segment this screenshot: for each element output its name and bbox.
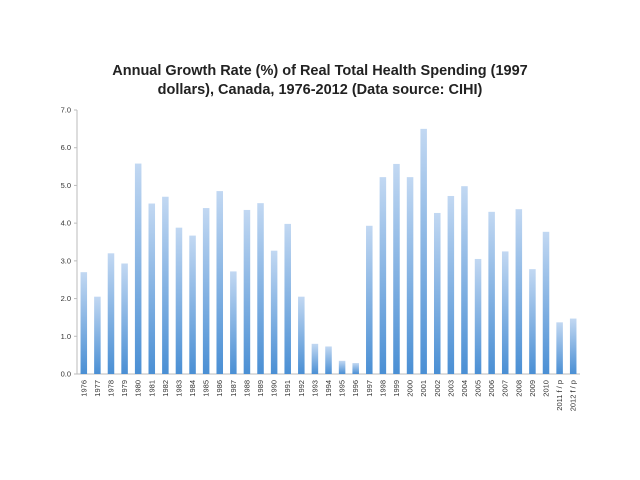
- bar-1994: [325, 346, 332, 374]
- x-tick-label: 1978: [106, 380, 115, 397]
- y-tick-label: 3.0: [61, 256, 71, 265]
- bar-1995: [338, 360, 346, 374]
- bar-1986: [216, 191, 224, 374]
- x-tick-label: 1983: [174, 380, 183, 397]
- bar-1985: [202, 208, 210, 374]
- bar-1977: [94, 296, 101, 374]
- x-tick-label: 1991: [283, 380, 292, 397]
- x-tick-label: 2004: [460, 380, 469, 397]
- x-tick-label: 2003: [446, 380, 455, 397]
- y-tick-label: 5.0: [61, 181, 71, 190]
- x-tick-label: 1977: [93, 380, 102, 397]
- x-tick-label: 1981: [147, 380, 156, 397]
- bar-2009: [529, 269, 536, 374]
- bar-2006: [488, 211, 495, 374]
- y-tick-label: 4.0: [61, 219, 71, 228]
- x-tick-label: 2001: [419, 380, 428, 397]
- bar-1983: [175, 227, 183, 374]
- y-tick-label: 6.0: [61, 143, 71, 152]
- x-tick-label: 1987: [229, 380, 238, 397]
- x-tick-label: 1984: [188, 380, 197, 397]
- x-tick-label: 2011 f / p: [555, 380, 564, 411]
- x-tick-label: 1985: [202, 380, 211, 397]
- bar-2005: [474, 258, 482, 374]
- chart-title-line-1: Annual Growth Rate (%) of Real Total Hea…: [112, 63, 528, 79]
- x-tick-label: 2009: [528, 380, 537, 397]
- bar-1978: [107, 253, 115, 374]
- bar-2010: [542, 231, 550, 374]
- bar-2008: [515, 209, 523, 374]
- x-tick-label: 2000: [406, 380, 415, 397]
- x-tick-label: 1976: [79, 380, 88, 397]
- x-tick-label: 1998: [378, 380, 387, 397]
- bar-1991: [284, 223, 291, 374]
- y-axis-ticks: 0.0 1.0 2.0 3.0 4.0 5.0 6.0 7.0: [61, 106, 77, 379]
- x-tick-label: 1979: [120, 380, 129, 397]
- bar-2011-f-p: [556, 322, 563, 374]
- x-tick-label: 1993: [310, 380, 319, 397]
- bar-1988: [243, 209, 251, 374]
- bar-2004: [461, 186, 468, 374]
- bar-1981: [148, 203, 156, 374]
- bar-1989: [257, 203, 264, 374]
- bar-1980: [134, 163, 142, 374]
- x-tick-label: 2012 f / p: [569, 380, 578, 411]
- bar-1987: [230, 271, 237, 374]
- chart-title-line-2: dollars), Canada, 1976-2012 (Data source…: [157, 82, 483, 98]
- bar-1992: [298, 296, 305, 374]
- chart-title: Annual Growth Rate (%) of Real Total Hea…: [60, 62, 580, 100]
- x-tick-label: 2005: [474, 380, 483, 397]
- bar-2002: [433, 212, 441, 374]
- bar-1982: [162, 196, 169, 374]
- x-tick-label: 1980: [134, 380, 143, 397]
- x-tick-label: 2006: [487, 380, 496, 397]
- x-tick-label: 1999: [392, 380, 401, 397]
- y-tick-label: 7.0: [61, 106, 71, 115]
- bar-1998: [379, 177, 387, 374]
- x-axis-ticks: 1976 1977 1978 1979 1980 1981 1982 1983 1984 1985…: [79, 380, 577, 411]
- x-tick-label: 1994: [324, 380, 333, 397]
- bars: [80, 128, 577, 374]
- x-tick-label: 1989: [256, 380, 265, 397]
- x-tick-label: 1992: [297, 380, 306, 397]
- bar-2003: [447, 195, 455, 374]
- x-tick-label: 2008: [514, 380, 523, 397]
- bar-1996: [352, 363, 359, 374]
- x-tick-label: 1988: [242, 380, 251, 397]
- bar-1990: [270, 250, 278, 374]
- bar-2007: [501, 251, 509, 374]
- bar-1979: [121, 263, 128, 374]
- bar-1993: [311, 343, 319, 374]
- bar-2000: [406, 177, 414, 374]
- x-tick-label: 2002: [433, 380, 442, 397]
- y-tick-label: 1.0: [61, 332, 71, 341]
- y-tick-label: 2.0: [61, 294, 71, 303]
- bar-2001: [420, 128, 427, 374]
- x-tick-label: 1996: [351, 380, 360, 397]
- bar-1984: [189, 235, 196, 374]
- bar-1999: [393, 163, 400, 374]
- y-tick-label: 0.0: [61, 370, 71, 379]
- x-tick-label: 1990: [270, 380, 279, 397]
- bar-1976: [80, 272, 88, 374]
- x-tick-label: 2010: [542, 380, 551, 397]
- x-tick-label: 1997: [365, 380, 374, 397]
- x-tick-label: 2007: [501, 380, 510, 397]
- x-tick-label: 1982: [161, 380, 170, 397]
- x-tick-label: 1995: [338, 380, 347, 397]
- x-tick-label: 1986: [215, 380, 224, 397]
- bar-1997: [366, 225, 373, 374]
- bar-2012-f-p: [569, 318, 577, 374]
